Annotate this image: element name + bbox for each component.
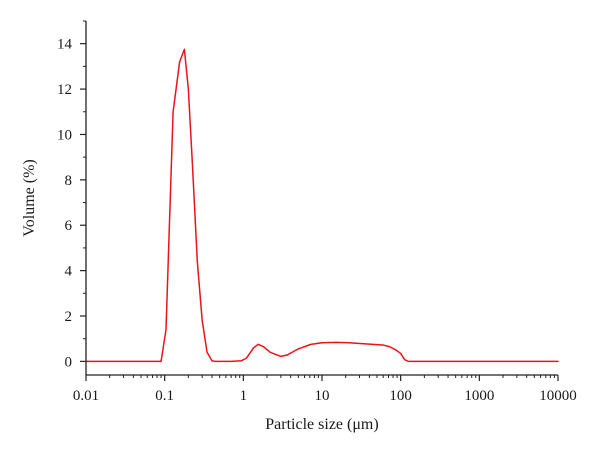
y-tick-label: 10 — [57, 127, 72, 143]
x-axis-label: Particle size (μm) — [265, 416, 378, 433]
x-axis-tick-labels: 0.01 0.1 1 10 100 1000 10000 — [73, 388, 577, 404]
y-tick-label: 12 — [57, 82, 72, 98]
y-tick-label: 0 — [65, 354, 73, 370]
x-axis-ticks — [85, 375, 559, 381]
y-axis-ticks — [80, 20, 86, 362]
series-line-0 — [85, 48, 559, 363]
plot-area — [86, 21, 558, 375]
y-tick-label: 14 — [57, 37, 73, 53]
x-tick-label: 1000 — [464, 388, 494, 404]
x-tick-label: 1 — [240, 388, 248, 404]
y-axis-tick-labels: 0 2 4 6 8 10 12 14 — [57, 37, 73, 371]
y-tick-label: 8 — [65, 173, 73, 189]
y-tick-label: 4 — [65, 264, 73, 280]
y-axis-label: Volume (%) — [21, 159, 38, 236]
x-tick-label: 10 — [315, 388, 330, 404]
y-tick-label: 6 — [65, 218, 73, 234]
series-layer — [85, 48, 559, 363]
x-tick-label: 0.01 — [73, 388, 99, 404]
x-tick-label: 0.1 — [155, 388, 174, 404]
x-tick-label: 100 — [389, 388, 412, 404]
x-tick-label: 10000 — [539, 388, 577, 404]
y-tick-label: 2 — [65, 309, 73, 325]
